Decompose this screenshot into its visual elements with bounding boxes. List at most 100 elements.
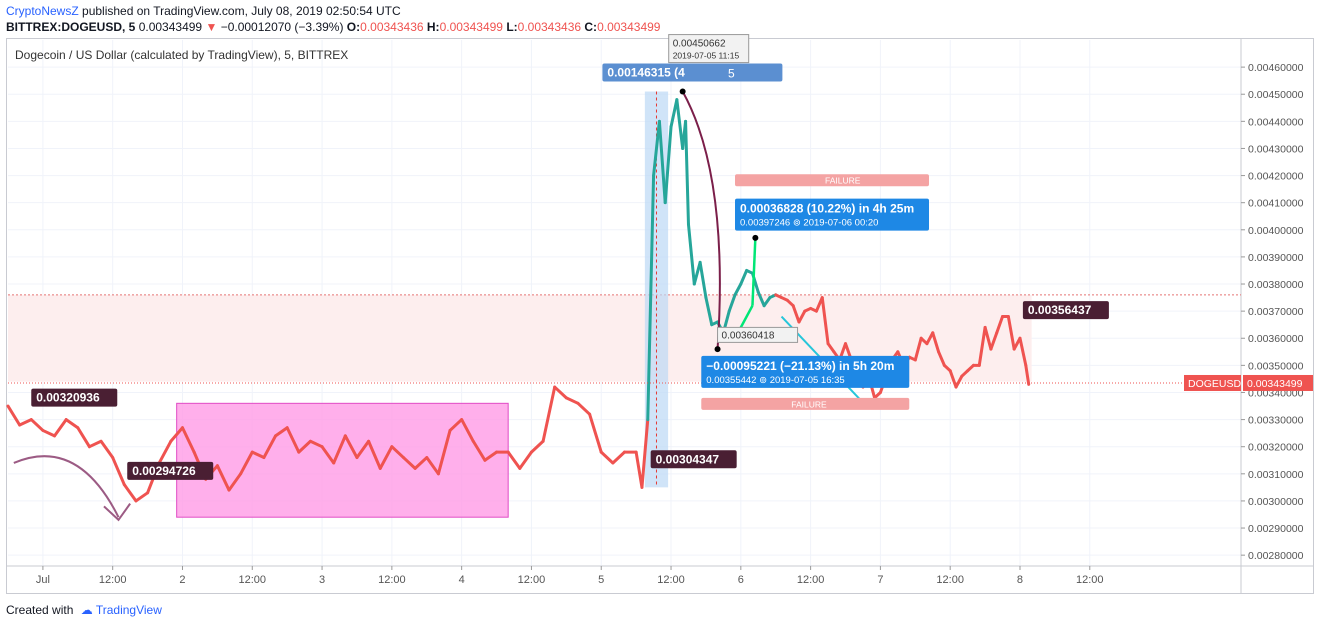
price-segment [390, 445, 405, 460]
time-tick-label: 5 [598, 574, 604, 586]
price-tick-label: 0.00420000 [1248, 171, 1304, 183]
price-segment [425, 456, 440, 476]
chart-frame[interactable] [6, 38, 1314, 594]
price-segment [401, 456, 417, 470]
symbol-badge-label: DOGEUSD [1188, 378, 1242, 390]
price-tick-label: 0.00400000 [1248, 225, 1304, 237]
tradingview-logo[interactable]: ☁ TradingView [80, 603, 162, 617]
change-value: −0.00012070 (−3.39%) [220, 20, 344, 34]
up-measure-label: 0.00036828 (10.22%) in 4h 25m [740, 202, 914, 216]
time-tick-label: 8 [1017, 574, 1023, 586]
price-segment [111, 456, 126, 487]
price-segment [948, 369, 958, 389]
price-segment [733, 282, 743, 297]
close-value: 0.00343499 [597, 20, 661, 34]
price-segment [239, 450, 254, 476]
price-segment [215, 464, 231, 492]
price-segment [977, 325, 987, 367]
peak-tooltip-price: 0.00450662 [673, 39, 726, 50]
last-price: 0.00343499 [138, 20, 203, 34]
price-segment [686, 222, 696, 286]
price-segment [640, 418, 650, 489]
price-tick-label: 0.00370000 [1248, 306, 1304, 318]
price-tick-label: 0.00360000 [1248, 333, 1304, 345]
price-segment [250, 450, 266, 460]
open-label: O: [346, 20, 361, 34]
change-arrow-icon: ▼ [205, 20, 218, 34]
price-segment [1006, 315, 1016, 351]
price-segment [657, 119, 667, 205]
trough-tooltip-box [717, 326, 799, 343]
price-tick-label: 0.00330000 [1248, 415, 1304, 427]
peak-point [679, 88, 686, 95]
spike-range-zone [644, 91, 669, 488]
price-segment [541, 385, 557, 443]
price-segment [285, 426, 301, 454]
price-tick-label: 0.00320000 [1248, 442, 1304, 454]
price-segment [791, 304, 801, 324]
current-price-badge [1243, 374, 1313, 391]
published-text: published on TradingView.com, July 08, 2… [82, 4, 401, 18]
price-segment [157, 439, 173, 465]
label-left-top: 0.00320936 [36, 391, 100, 405]
down-failure-label: FAILURE [791, 399, 827, 409]
created-with-text: Created with [6, 603, 74, 617]
spike-range-label-box [602, 63, 783, 82]
time-tick-label: 12:00 [797, 574, 825, 586]
low-value: 0.00343436 [517, 20, 582, 34]
time-tick-label: 2 [179, 574, 185, 586]
price-segment [297, 439, 312, 454]
price-segment [87, 439, 103, 449]
price-segment [41, 428, 57, 438]
price-segment [343, 434, 359, 460]
price-tick-label: 0.00430000 [1248, 143, 1304, 155]
label-spike-low-box [650, 450, 737, 469]
price-segment [227, 472, 243, 492]
label-right-box [1022, 301, 1109, 320]
time-tick-label: 12:00 [936, 574, 964, 586]
high-label: H: [426, 20, 440, 34]
price-segment [675, 98, 685, 150]
price-segment [99, 439, 115, 460]
tradingview-brand[interactable]: TradingView [95, 603, 162, 617]
label-left-low: 0.00294726 [132, 464, 196, 478]
consolidation-zone [176, 402, 509, 518]
trough-point [714, 346, 721, 353]
price-segment [518, 450, 533, 470]
price-segment [413, 456, 429, 470]
price-segment [378, 445, 394, 470]
price-segment [553, 385, 568, 400]
up-failure-label: FAILURE [825, 176, 861, 186]
price-segment [698, 260, 708, 300]
price-segment [64, 418, 80, 430]
left-arrow-head-icon [103, 503, 131, 522]
current-price-badge-label: 0.00343499 [1247, 378, 1303, 390]
price-segment [274, 426, 289, 438]
footer: Created with ☁ TradingView [6, 603, 162, 617]
ohlc-line: BITTREX:DOGEUSD, 5 0.00343499 ▼ −0.00012… [6, 20, 660, 34]
peak-tooltip-box [668, 34, 750, 64]
price-segment [308, 439, 324, 449]
spike-range-label: 0.00146315 (4 [607, 66, 685, 80]
price-segment [692, 260, 702, 286]
down-measure-box [701, 355, 910, 388]
price-segment [588, 412, 603, 454]
price-tick-label: 0.00280000 [1248, 550, 1304, 562]
time-tick-label: 12:00 [378, 574, 406, 586]
price-segment [1018, 336, 1028, 367]
price-segment [576, 401, 592, 416]
price-segment [355, 439, 371, 460]
price-segment [797, 309, 807, 324]
down-failure-box [701, 397, 910, 410]
label-left-top-box [31, 388, 118, 407]
price-tick-label: 0.00310000 [1248, 469, 1304, 481]
price-segment [684, 119, 690, 226]
price-segment [954, 374, 964, 389]
drop-curve-arrow [681, 91, 721, 350]
price-segment [6, 404, 22, 427]
price-segment [460, 418, 475, 443]
price-segment [739, 268, 749, 286]
publisher-link[interactable]: CryptoNewsZ [6, 4, 79, 18]
price-segment [646, 174, 656, 422]
